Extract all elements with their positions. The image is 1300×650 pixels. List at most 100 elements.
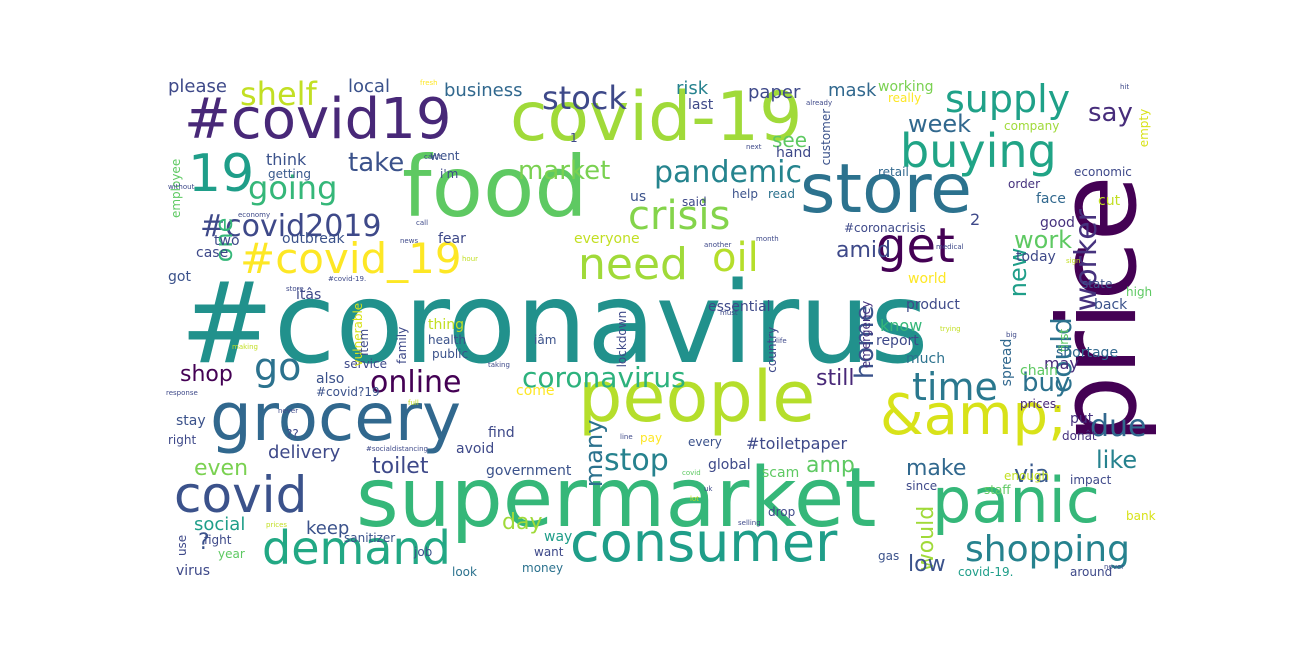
cloud-word: day [502,510,543,535]
cloud-word: full [408,399,419,407]
cloud-word: supermarket [356,451,877,546]
cloud-word: product [906,297,960,313]
cloud-word: covid [682,469,701,477]
cloud-word: food [402,138,588,236]
cloud-word: service [344,357,387,371]
cloud-word: public [432,347,469,361]
cloud-word: #socialdistancing [366,445,429,453]
cloud-word: risk [676,78,709,99]
cloud-word: can't [424,153,442,161]
cloud-word: hand [776,145,812,161]
cloud-word: drop [768,505,796,519]
word-cloud: #coronavirus price food supermarket covid-19… [162,73,1156,579]
cloud-word: read [768,187,796,201]
cloud-word: #covid?19 [316,385,380,399]
cloud-word: people [578,356,816,438]
cloud-word: year [218,547,245,561]
cloud-word: big [1006,331,1017,339]
cloud-word: demand [262,521,451,575]
cloud-word: case [196,245,229,261]
cloud-word: go [254,345,302,389]
cloud-word: like [1096,446,1138,474]
cloud-word: look [452,565,477,579]
cloud-word: say [1088,98,1133,128]
cloud-word: today [1016,249,1056,265]
cloud-word: covid-19 [510,78,803,157]
cloud-word: money [522,561,564,575]
cloud-word: coronavirus [522,361,686,394]
cloud-word: empty [1137,108,1151,148]
cloud-word: report [876,333,919,349]
cloud-word: last [688,97,714,113]
cloud-word: ?? [286,427,299,441]
cloud-word: response [166,389,198,397]
cloud-word: oil [712,235,759,281]
cloud-word: life [776,337,787,345]
cloud-word: emergency [859,300,873,369]
cloud-word: may [1044,354,1079,373]
cloud-word: amp [806,453,855,478]
cloud-word: panic [932,464,1100,537]
cloud-word: take [348,148,405,178]
cloud-word: hit [1120,83,1130,91]
cloud-word: world [908,271,947,287]
cloud-word: making [232,343,258,351]
cloud-word: 19 [188,144,255,204]
cloud-word: good [1040,215,1075,231]
cloud-word: high [1126,285,1153,299]
cloud-word: 2 [970,210,981,229]
cloud-word: sign [1066,257,1081,265]
cloud-word: make [906,456,967,481]
cloud-word: item [357,328,371,356]
cloud-word: social [194,514,246,535]
cloud-word: another [704,241,732,249]
cloud-word: staff [984,483,1011,497]
cloud-word: iâm [534,333,557,347]
cloud-word: face [1036,191,1066,207]
cloud-word: also [316,371,345,387]
cloud-word: must [720,309,738,317]
cloud-word: delivery [268,442,341,463]
cloud-word: selling [738,519,761,527]
cloud-word: virus [176,563,211,579]
cloud-word: #toiletpaper [746,434,848,453]
cloud-word: really [888,91,922,105]
cloud-word: business [444,80,523,101]
cloud-word: much [906,351,946,367]
cloud-word: essential [708,299,771,315]
cloud-word: market [518,156,611,186]
cloud-word: due [1090,409,1147,444]
cloud-word: going [248,169,338,207]
cloud-word: chain [1020,363,1058,379]
cloud-word: around [1070,565,1113,579]
cloud-word: even [194,456,249,481]
cloud-word: went [430,149,460,163]
cloud-word: bank [1126,509,1156,523]
cloud-word: got [168,269,191,285]
cloud-word: hour [462,255,479,263]
cloud-word: work [1014,226,1073,254]
cloud-word: supply [945,77,1071,121]
cloud-word: low [908,552,946,577]
cloud-word: itâs [296,287,322,303]
cloud-word: call [416,219,429,227]
cloud-word: state [1082,277,1113,291]
cloud-word: amid [836,238,891,263]
cloud-word: shop [180,362,233,387]
cloud-word: shopping [965,529,1130,570]
cloud-word: #covid2019 [200,209,382,244]
cloud-word: health [428,333,466,347]
cloud-word: &amp; [880,383,1067,448]
cloud-word: gas [878,549,900,563]
cloud-word: spread [999,338,1015,387]
cloud-word: global [708,457,751,473]
cloud-word: us [630,189,647,205]
cloud-word: put [1070,411,1094,427]
cloud-word: country [765,326,779,373]
cloud-word: customer [819,108,833,166]
cloud-word: buying [900,124,1057,178]
cloud-word: know [880,316,923,335]
cloud-word: #covid_19 [240,234,462,283]
cloud-word: outbreak [282,231,345,247]
cloud-word: please [168,76,227,97]
